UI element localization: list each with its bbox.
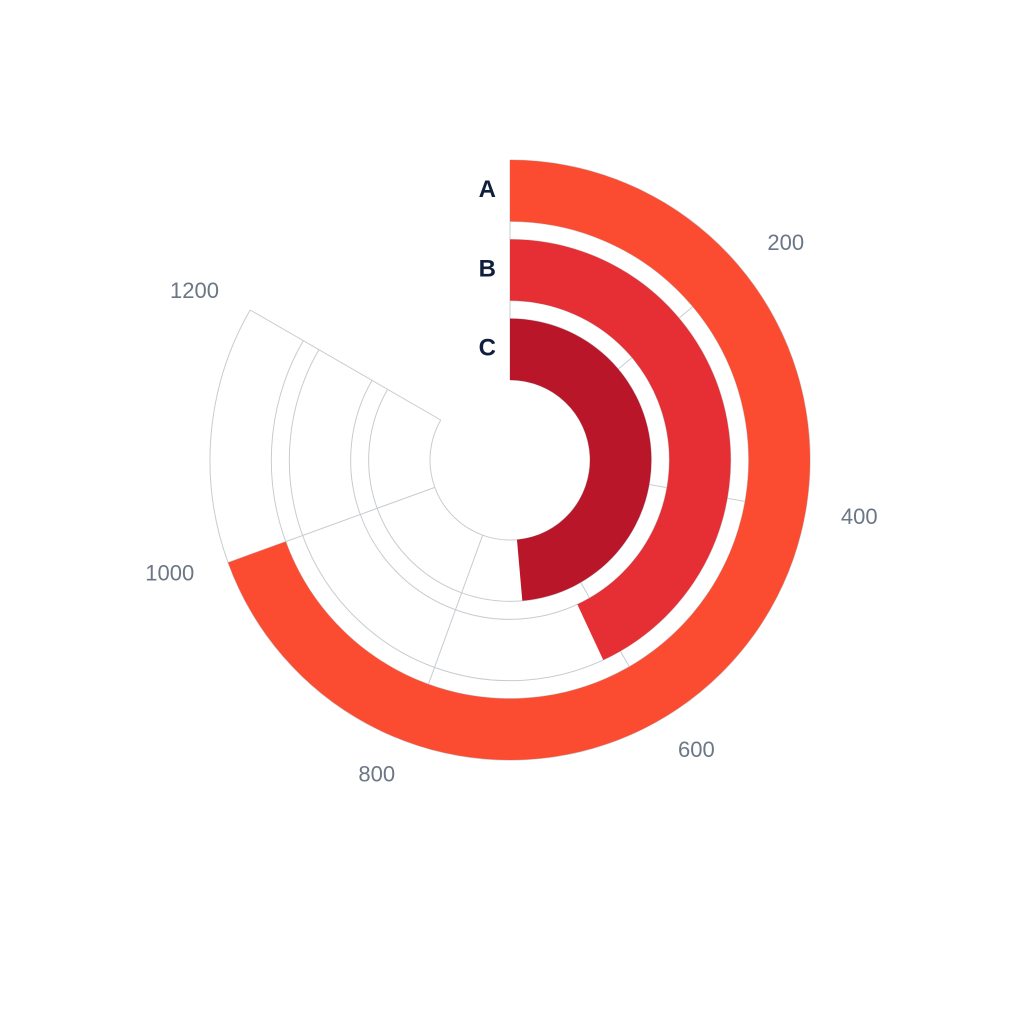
tick-label-400: 400 — [841, 504, 878, 529]
grid-ring — [430, 380, 590, 540]
series-label-a: A — [479, 176, 496, 203]
series-label-c: C — [479, 335, 496, 362]
series-group — [228, 160, 810, 760]
radial-bar-chart: A B C 200 400 600 800 1000 1200 — [0, 0, 1020, 1020]
tick-label-800: 800 — [358, 762, 395, 787]
series-arc-c — [510, 319, 651, 601]
tick-label-600: 600 — [678, 737, 715, 762]
series-label-b: B — [479, 255, 496, 282]
tick-label-1200: 1200 — [170, 278, 219, 303]
tick-label-1000: 1000 — [145, 561, 194, 586]
tick-label-200: 200 — [767, 230, 804, 255]
grid-spoke — [228, 487, 435, 562]
grid-spoke — [250, 310, 441, 420]
